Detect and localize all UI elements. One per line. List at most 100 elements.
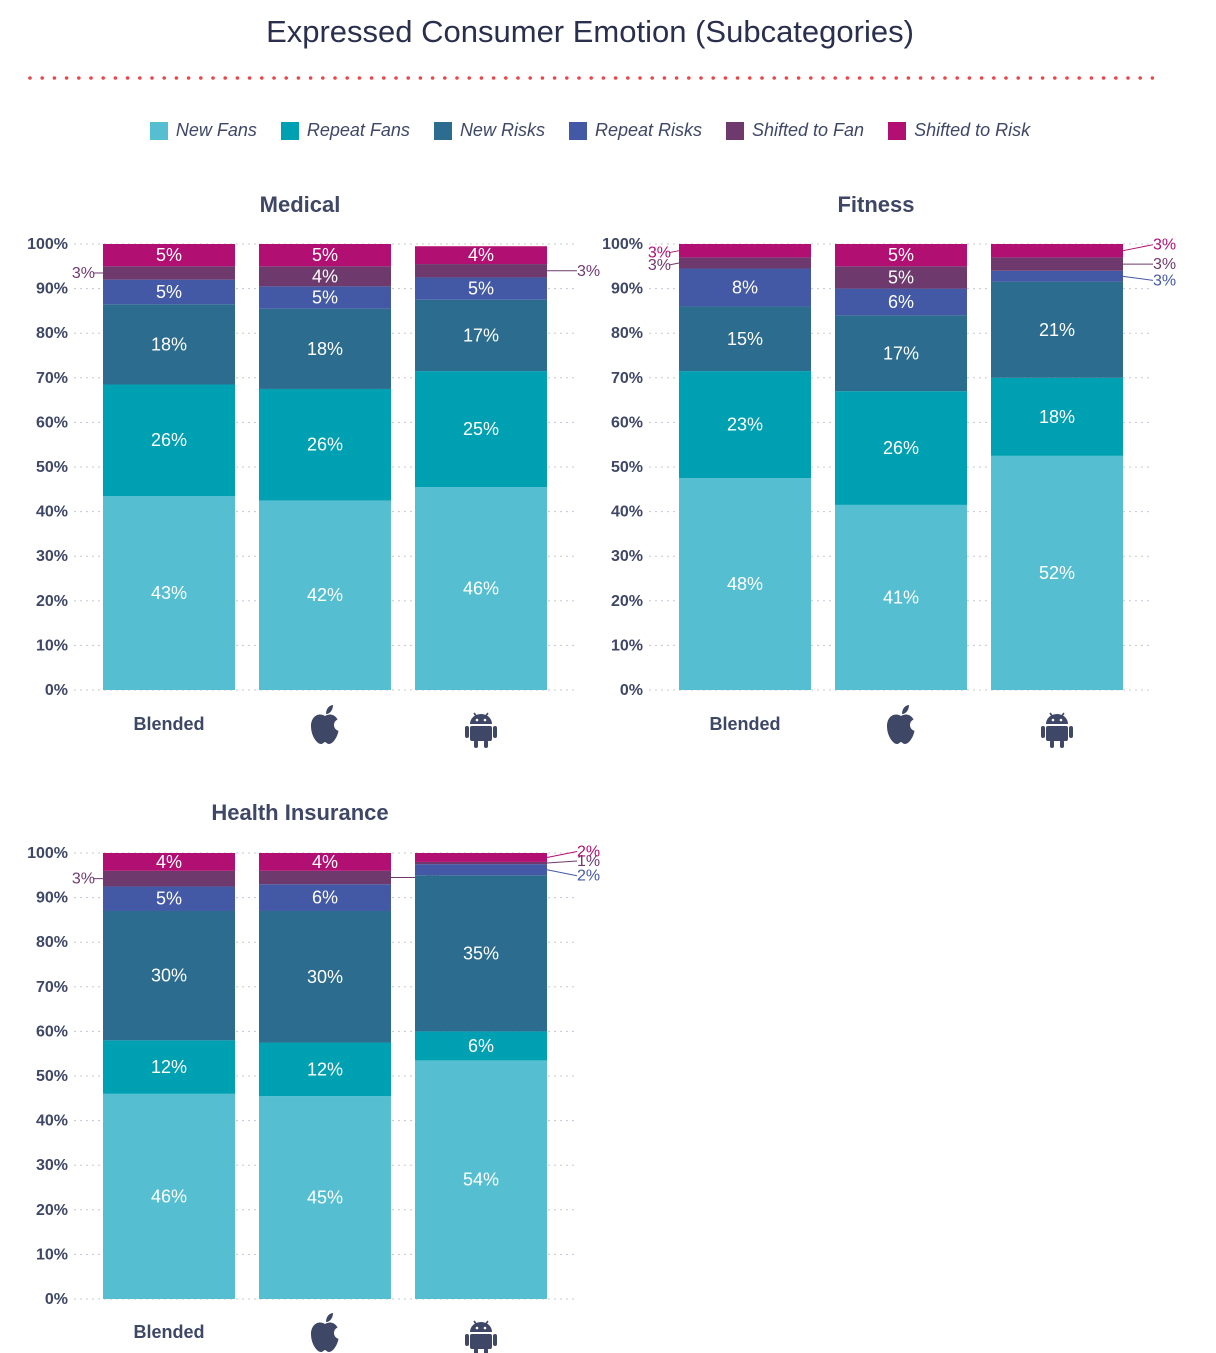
value-label: 17%: [883, 343, 919, 363]
y-tick-label: 50%: [36, 1068, 68, 1085]
bar-segment-new-risks: [835, 315, 967, 392]
y-tick-label: 20%: [36, 593, 68, 610]
bar-segment-new-fans: [415, 1060, 547, 1299]
bar-segment-shifted-to-risk: [835, 244, 967, 267]
divider-dot: [64, 76, 69, 80]
divider-dot: [662, 76, 667, 80]
android-antenna: [473, 712, 478, 718]
divider-dot: [540, 76, 545, 80]
android-head: [470, 714, 492, 724]
apple-bite: [334, 1327, 346, 1339]
value-label: 18%: [151, 334, 187, 354]
bar-segment-repeat-fans: [415, 1031, 547, 1061]
bar-segment-new-fans: [679, 478, 811, 690]
divider-dot: [711, 76, 715, 80]
divider-dot: [406, 76, 411, 80]
divider-dot: [369, 76, 374, 80]
page-title: Expressed Consumer Emotion (Subcategorie…: [266, 14, 914, 49]
bar-segment-shifted-to-risk: [259, 244, 391, 267]
apple-body: [311, 1322, 339, 1352]
bar-segment-new-risks: [259, 308, 391, 389]
divider-dot: [150, 76, 154, 80]
bar-segment-new-fans: [103, 495, 235, 690]
legend-item-new-risks: New Risks: [433, 120, 545, 141]
bar-segment-shifted-to-fan: [835, 266, 967, 289]
divider-dot: [955, 76, 959, 80]
outside-value-label: 3%: [648, 257, 671, 274]
android-body: [1046, 726, 1068, 741]
value-label: 12%: [307, 1059, 343, 1079]
category-label: Blended: [133, 714, 204, 734]
divider-dot: [28, 76, 32, 80]
bar-segment-shifted-to-risk: [415, 853, 547, 862]
value-label: 5%: [312, 288, 338, 308]
divider-dot: [260, 76, 264, 80]
android-icon: [465, 1320, 497, 1353]
divider-dot: [772, 76, 776, 80]
android-antenna: [1049, 712, 1054, 718]
value-label: 6%: [468, 1036, 494, 1056]
apple-icon: [887, 705, 922, 744]
divider-dot: [357, 76, 362, 80]
title-divider: [28, 76, 1154, 80]
legend-item-shifted-to-risk: Shifted to Risk: [888, 120, 1030, 141]
divider-dot: [918, 76, 923, 80]
divider-dot: [821, 76, 825, 80]
divider-dot: [894, 76, 898, 80]
android-head: [1046, 714, 1068, 724]
bar-segment-repeat-fans: [835, 391, 967, 505]
outside-value-label: 2%: [577, 868, 600, 885]
divider-dot: [308, 76, 313, 80]
divider-dot: [186, 76, 191, 80]
chart-panel-medical: Medical 0% 10% 20% 30% 40% 50% 60% 70% 80% 90% 100%…: [27, 192, 600, 748]
leader-line: [668, 262, 680, 266]
bar-segment-new-fans: [835, 504, 967, 690]
divider-dot: [272, 76, 276, 80]
divider-dot: [552, 76, 557, 80]
divider-dot: [125, 76, 130, 80]
y-tick-label: 40%: [36, 1113, 68, 1130]
apple-bite: [910, 719, 922, 731]
divider-dot: [967, 76, 972, 80]
y-tick-label: 60%: [611, 414, 643, 431]
divider-dot: [479, 76, 484, 80]
divider-dot: [1040, 76, 1045, 80]
divider-dot: [40, 76, 44, 80]
y-tick-label: 20%: [611, 593, 643, 610]
bar-segment-shifted-to-fan: [679, 257, 811, 269]
divider-dot: [796, 76, 801, 80]
divider-dot: [565, 76, 569, 80]
divider-dot: [101, 76, 105, 80]
bar-segment-repeat-fans: [103, 1040, 235, 1094]
bar-segment-repeat-risks: [259, 884, 391, 911]
android-eye: [1051, 718, 1055, 722]
divider-dot: [943, 76, 947, 80]
value-label: 21%: [1039, 320, 1075, 340]
value-label: 5%: [156, 282, 182, 302]
apple-leaf: [326, 1313, 333, 1322]
android-eye: [483, 718, 487, 722]
divider-dot: [516, 76, 520, 80]
divider-dot: [601, 76, 606, 80]
y-tick-label: 10%: [36, 637, 68, 654]
divider-dot: [723, 76, 728, 80]
divider-dot: [113, 76, 118, 80]
divider-dot: [931, 76, 935, 80]
divider-dot: [455, 76, 459, 80]
y-tick-label: 40%: [611, 504, 643, 521]
bar-segment-shifted-to-risk: [259, 853, 391, 871]
y-tick-label: 90%: [36, 281, 68, 298]
divider-dot: [674, 76, 679, 80]
y-tick-label: 70%: [36, 370, 68, 387]
bar-segment-repeat-fans: [259, 388, 391, 501]
chart-title: Fitness: [837, 192, 914, 217]
value-label: 42%: [307, 585, 343, 605]
divider-dot: [333, 76, 337, 80]
android-icon: [1041, 712, 1073, 748]
apple-leaf: [902, 705, 909, 714]
value-label: 46%: [463, 579, 499, 599]
bar-segment-shifted-to-risk: [679, 244, 811, 258]
bar-segment-shifted-to-risk: [103, 853, 235, 871]
legend: New Fans Repeat Fans New Risks Repeat Ri…: [0, 120, 1180, 141]
divider-dot: [857, 76, 862, 80]
